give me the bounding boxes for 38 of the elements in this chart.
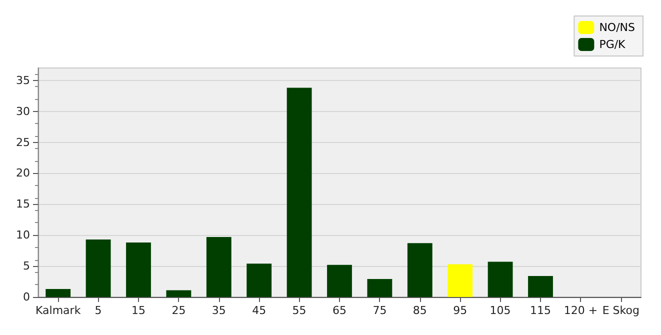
- bar: [126, 242, 151, 297]
- y-tick-label: 25: [16, 136, 30, 149]
- bar: [286, 88, 312, 297]
- legend-label: PG/K: [599, 38, 626, 51]
- legend-label: NO/NS: [599, 21, 636, 34]
- bar: [367, 279, 392, 297]
- y-tick-label: 15: [16, 198, 30, 211]
- x-tick-label: 55: [292, 304, 306, 317]
- bar: [246, 264, 272, 297]
- x-tick-label: Kalmark: [36, 304, 82, 317]
- x-tick-label: 105: [490, 304, 511, 317]
- y-tick-label: 30: [16, 104, 30, 118]
- x-tick-label: 115: [530, 304, 551, 317]
- x-tick-label: 65: [332, 304, 346, 317]
- x-tick-label: E Skog: [602, 304, 640, 317]
- bar: [86, 239, 111, 297]
- bar: [166, 290, 192, 297]
- y-tick-label: 10: [16, 228, 30, 242]
- y-tick-label: 35: [16, 74, 30, 87]
- bar: [448, 264, 473, 297]
- x-tick-label: 85: [412, 304, 427, 317]
- bar: [528, 276, 553, 297]
- bar: [327, 264, 352, 297]
- x-tick-label: 5: [94, 304, 102, 317]
- bar: [407, 243, 432, 297]
- x-tick-label: 35: [212, 304, 226, 317]
- y-tick-label: 0: [23, 290, 30, 304]
- x-tick-label: 25: [172, 304, 186, 317]
- x-tick-label: 95: [453, 304, 468, 317]
- y-tick-label: 20: [16, 166, 30, 180]
- bar: [488, 262, 513, 297]
- x-tick-label: 120 +: [564, 304, 598, 317]
- bar: [206, 236, 232, 297]
- x-tick-label: 75: [372, 304, 387, 317]
- bar: [46, 288, 71, 297]
- x-tick-label: 15: [132, 304, 146, 317]
- x-tick-label: 45: [252, 304, 266, 317]
- y-tick-label: 5: [23, 260, 30, 273]
